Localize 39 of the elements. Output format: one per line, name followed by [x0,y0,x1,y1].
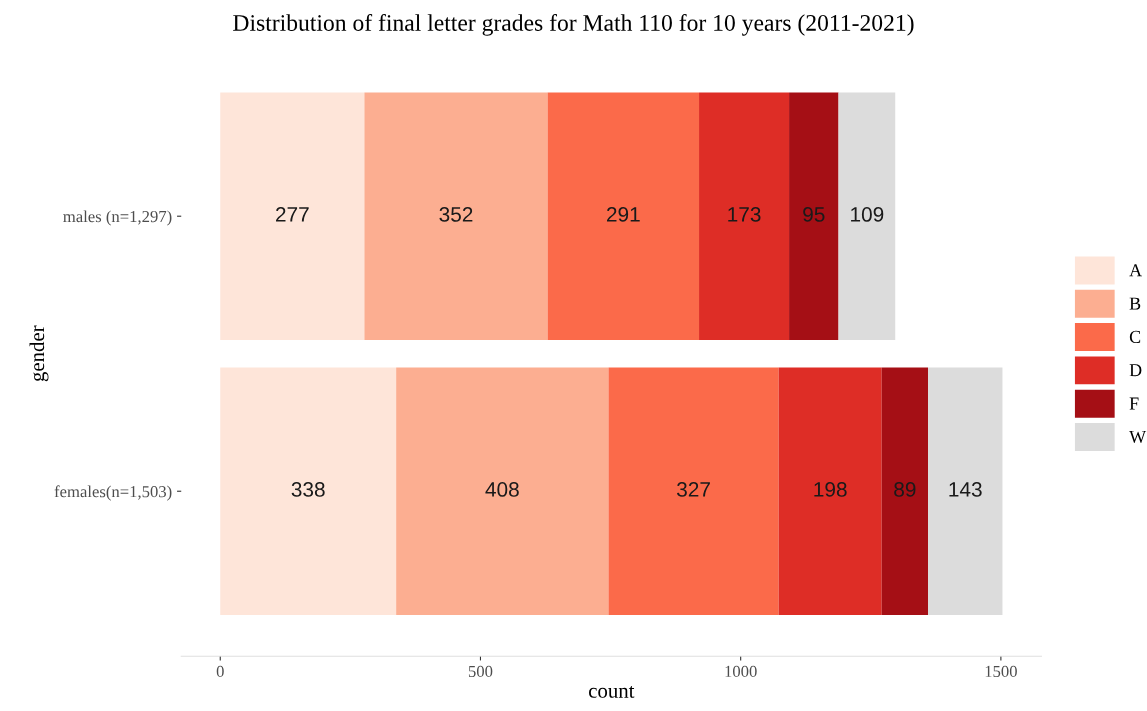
x-tick-label: 1000 [725,665,757,678]
bar [699,92,790,340]
legend-label: F [1129,397,1139,410]
bar [220,92,365,340]
data-label: 327 [676,482,710,497]
data-label: 408 [485,482,519,497]
data-label: 89 [894,482,916,497]
y-axis-title: gender [29,325,49,382]
y-tick-label: males (n=1,297) [63,210,172,226]
data-label: 198 [814,482,847,497]
chart-title: Distribution of final letter grades for Math 110 for 10 years (2011-2021) [233,14,914,36]
bar [881,367,929,615]
bar [789,92,839,340]
bar [928,367,1003,615]
y-tick-label: females(n=1,503) [54,485,172,501]
legend-label: B [1129,297,1141,310]
legend-label: W [1129,430,1147,444]
x-tick-label: 0 [216,665,224,678]
x-tick-label: 1500 [985,665,1017,678]
legend-label: A [1129,264,1142,277]
x-tick-label: 500 [468,665,493,678]
bar [547,92,700,340]
data-label: 143 [949,482,982,497]
data-label: 109 [851,207,884,222]
bar [608,367,779,615]
bar [838,92,896,340]
data-label: 173 [728,207,761,222]
data-label: 95 [803,207,825,222]
bar [220,367,397,615]
bar [396,367,609,615]
data-label: 338 [291,482,325,497]
data-label: 277 [276,207,309,222]
bar [778,367,882,615]
bar [364,92,548,340]
data-label: 352 [439,207,473,222]
data-label: 291 [606,207,640,222]
legend-label: C [1129,330,1141,343]
legend-label: D [1129,364,1142,377]
x-axis-title: count [589,685,635,698]
